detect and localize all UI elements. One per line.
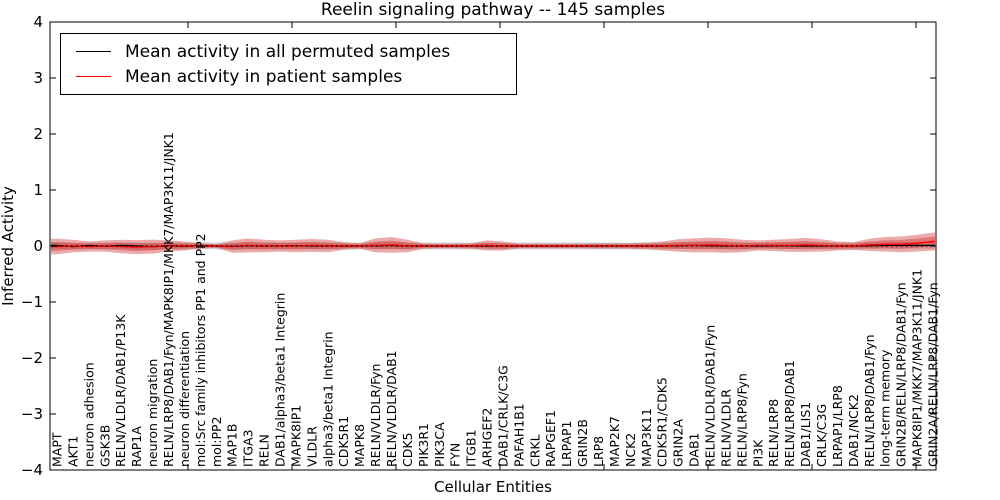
y-tick-label: −3 xyxy=(21,405,43,423)
legend: Mean activity in all permuted samples Me… xyxy=(60,33,517,95)
x-tick-label: DAB1/alpha3/beta1 Integrin xyxy=(273,293,288,467)
x-tick-label: MAPK8IP1/MKK7/MAP3K11/JNK1 xyxy=(910,269,925,467)
x-tick-label: CDK5R1/CDK5 xyxy=(655,377,670,467)
x-tick-label: LRP8 xyxy=(591,436,606,467)
plot-graphics: −4 −3 −2 −1 0 1 2 3 4 MAPT AKT1 neuron adhesion GSK3… xyxy=(21,13,941,479)
x-tick-label: DAB1 xyxy=(687,433,702,468)
x-tick-label: GRIN2A/RELN/LRP8/DAB1/Fyn xyxy=(926,282,941,467)
y-tick-label: −2 xyxy=(21,349,43,367)
x-tick-label: alpha3/beta1 Integrin xyxy=(320,331,335,467)
x-tick-label: LRPAP1/LRP8 xyxy=(830,385,845,467)
y-tick-label: 3 xyxy=(33,69,43,87)
x-tick-label: NCK2 xyxy=(623,433,638,467)
x-tick-label: RAP1A xyxy=(129,426,144,467)
x-tick-label: LRPAP1 xyxy=(559,421,574,467)
x-tick-label: DAB1/CRLK/C3G xyxy=(496,365,511,467)
y-tick-label: −4 xyxy=(21,461,43,479)
legend-item-permuted: Mean activity in all permuted samples xyxy=(61,39,512,64)
x-tick-label: DAB1/LIS1 xyxy=(798,402,813,467)
x-tick-label: PI3K xyxy=(750,439,765,467)
x-tick-label: MAPT xyxy=(50,432,65,467)
y-tick-label: 1 xyxy=(33,181,43,199)
x-tick-label: AKT1 xyxy=(65,436,80,467)
x-tick-label: PIK3R1 xyxy=(416,423,431,467)
x-tick-label: MAP2K7 xyxy=(607,416,622,467)
x-tick-label: neuron adhesion xyxy=(81,362,96,467)
x-tick-label: GSK3B xyxy=(97,425,112,467)
x-tick-label: neuron differentiation xyxy=(177,331,192,467)
x-tick-label: RELN/VLDLR/DAB1/Fyn xyxy=(703,325,718,467)
legend-label-patient: Mean activity in patient samples xyxy=(125,66,403,87)
x-tick-label: CDK5 xyxy=(400,432,415,467)
x-tick-label: MAP1B xyxy=(225,424,240,467)
x-tick-label: long-term memory xyxy=(878,349,893,467)
x-tick-label: ITGA3 xyxy=(241,429,256,467)
x-tick-label: MAPK8 xyxy=(352,424,367,467)
x-tick-label: GRIN2B xyxy=(575,419,590,467)
x-tick-label: ARHGEF2 xyxy=(480,408,495,467)
x-tick-label: RAPGEF1 xyxy=(543,410,558,467)
x-axis-label: Cellular Entities xyxy=(434,478,552,496)
patient-spread-band-outer xyxy=(51,232,935,255)
y-tick-label: 4 xyxy=(33,13,43,31)
x-tick-label: MAPK8IP1 xyxy=(288,405,303,467)
y-axis-label: Inferred Activity xyxy=(0,186,17,306)
x-tick-label: CDK5R1 xyxy=(336,416,351,467)
x-tick-label: MAP3K11 xyxy=(639,408,654,467)
x-tick-label: RELN/LRP8/DAB1 xyxy=(782,360,797,467)
x-tick-label: FYN xyxy=(448,443,463,467)
x-tick-label: RELN/LRP8/DAB1/Fyn xyxy=(862,334,877,467)
x-tick-label: neuron migration xyxy=(145,359,160,467)
x-tick-label: CRLK/C3G xyxy=(814,404,829,467)
legend-label-permuted: Mean activity in all permuted samples xyxy=(125,41,451,62)
x-tick-label: GRIN2B/RELN/LRP8/DAB1/Fyn xyxy=(894,282,909,467)
x-tick-label: RELN/LRP8 xyxy=(766,399,781,467)
x-tick-label: PIK3CA xyxy=(432,422,447,467)
y-tick-label: −1 xyxy=(21,293,43,311)
x-tick-label: CRKL xyxy=(527,434,542,467)
x-tick-label: RELN/LRP8/DAB1/Fyn/MAPK8IP1/MKK7/MAP3K11… xyxy=(161,132,176,467)
chart-title: Reelin signaling pathway -- 145 samples xyxy=(321,0,665,20)
y-tick-label: 2 xyxy=(33,125,43,143)
x-tick-label: RELN/VLDLR/DAB1 xyxy=(384,350,399,467)
x-tick-label: mol:Src family inhibitors PP1 and PP2 xyxy=(193,233,208,467)
y-tick-label: 0 xyxy=(33,237,43,255)
x-tick-label: RELN/VLDLR xyxy=(718,389,733,467)
x-tick-label: DAB1/NCK2 xyxy=(846,394,861,467)
patient-spread-band-inner xyxy=(51,236,935,251)
x-tick-label: RELN xyxy=(257,434,272,467)
legend-item-patient: Mean activity in patient samples xyxy=(61,64,512,89)
x-tick-label: GRIN2A xyxy=(671,419,686,467)
x-tick-label: VLDLR xyxy=(304,426,319,467)
x-tick-label: PAFAH1B1 xyxy=(511,403,526,467)
x-tick-label: RELN/VLDLR/Fyn xyxy=(368,364,383,467)
x-tick-label: RELN/VLDLR/DAB1/P13K xyxy=(113,314,128,467)
x-tick-label: mol:PP2 xyxy=(209,416,224,467)
red-line-sample-icon xyxy=(76,76,111,77)
x-tick-label: ITGB1 xyxy=(464,429,479,467)
black-line-sample-icon xyxy=(76,51,111,52)
x-tick-label: RELN/LRP8/Fyn xyxy=(734,373,749,467)
